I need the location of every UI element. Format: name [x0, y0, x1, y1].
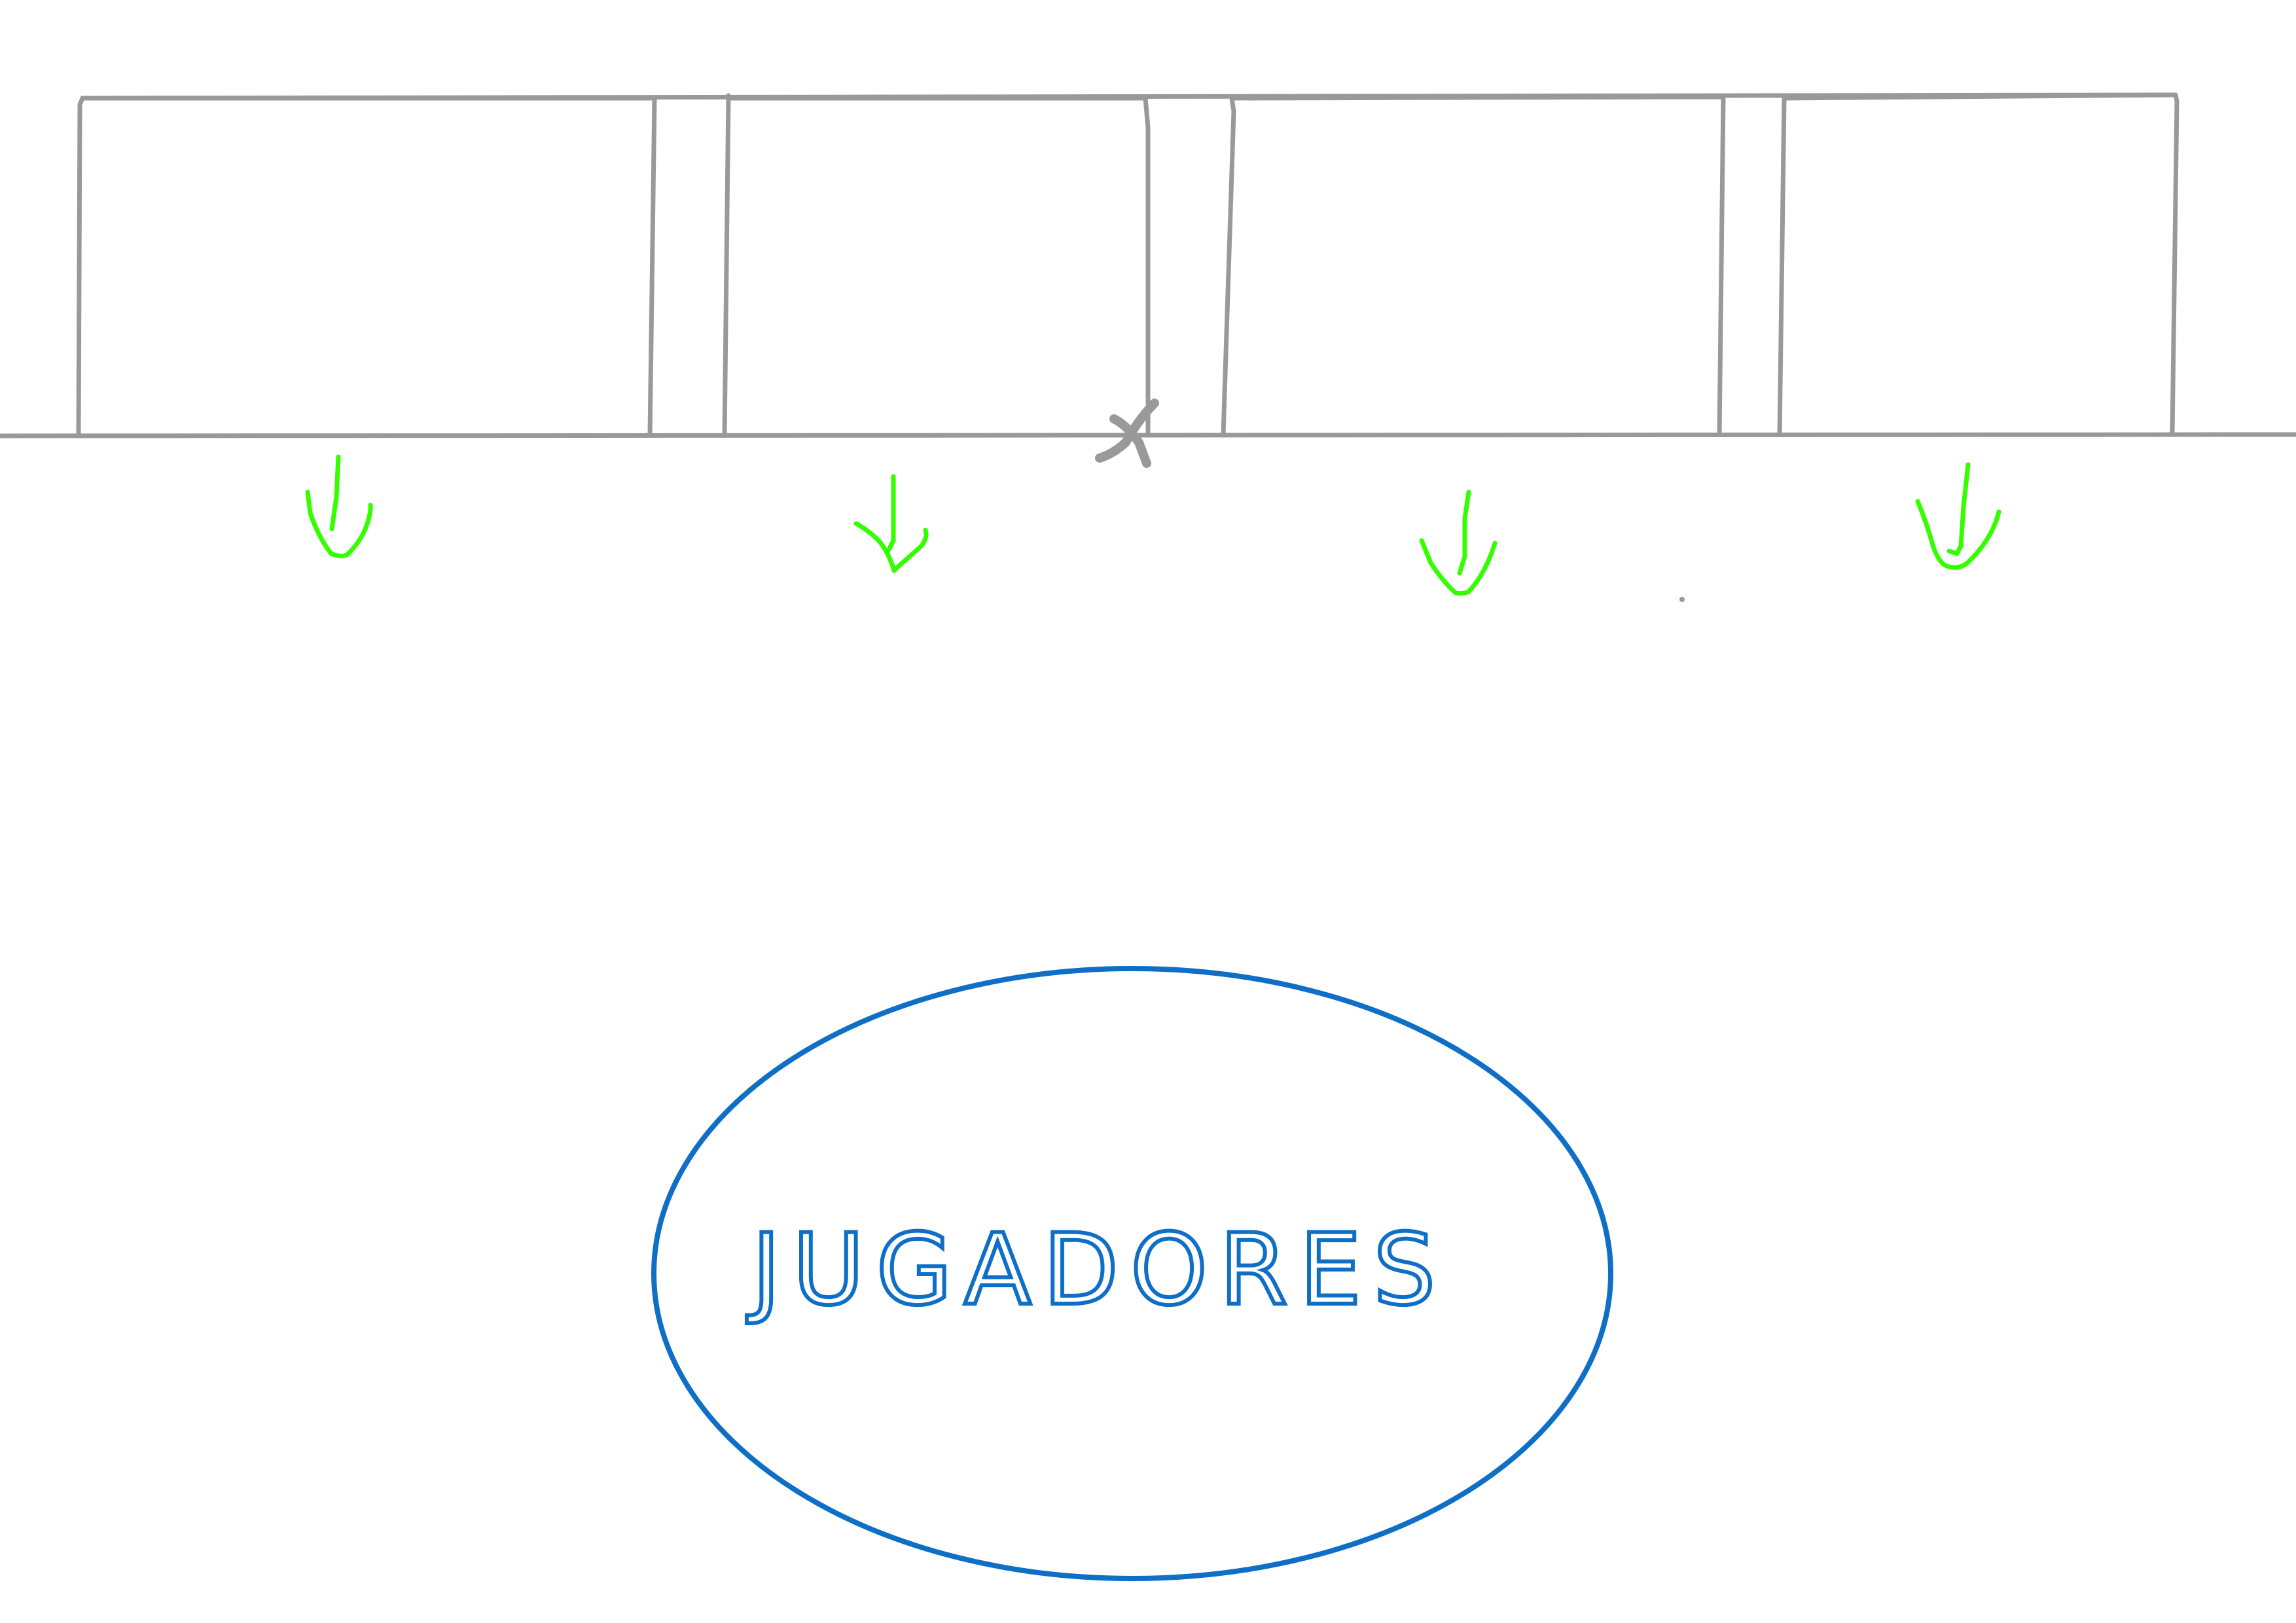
- arrow-4: [1915, 462, 2001, 570]
- arrow-1: [305, 454, 373, 559]
- box-2: [722, 93, 1151, 437]
- arrow-3: [1419, 490, 1498, 596]
- top-edge: [80, 92, 2178, 101]
- box-4: [1777, 92, 2179, 437]
- cross-mark: [1095, 399, 1159, 468]
- players-label: JUGADORES: [747, 1213, 1448, 1327]
- box-3: [1221, 94, 1726, 437]
- box-1: [76, 96, 657, 437]
- stray-dot: [1679, 597, 1685, 602]
- players-ellipse: [651, 966, 1613, 1581]
- arrow-2: [853, 474, 929, 573]
